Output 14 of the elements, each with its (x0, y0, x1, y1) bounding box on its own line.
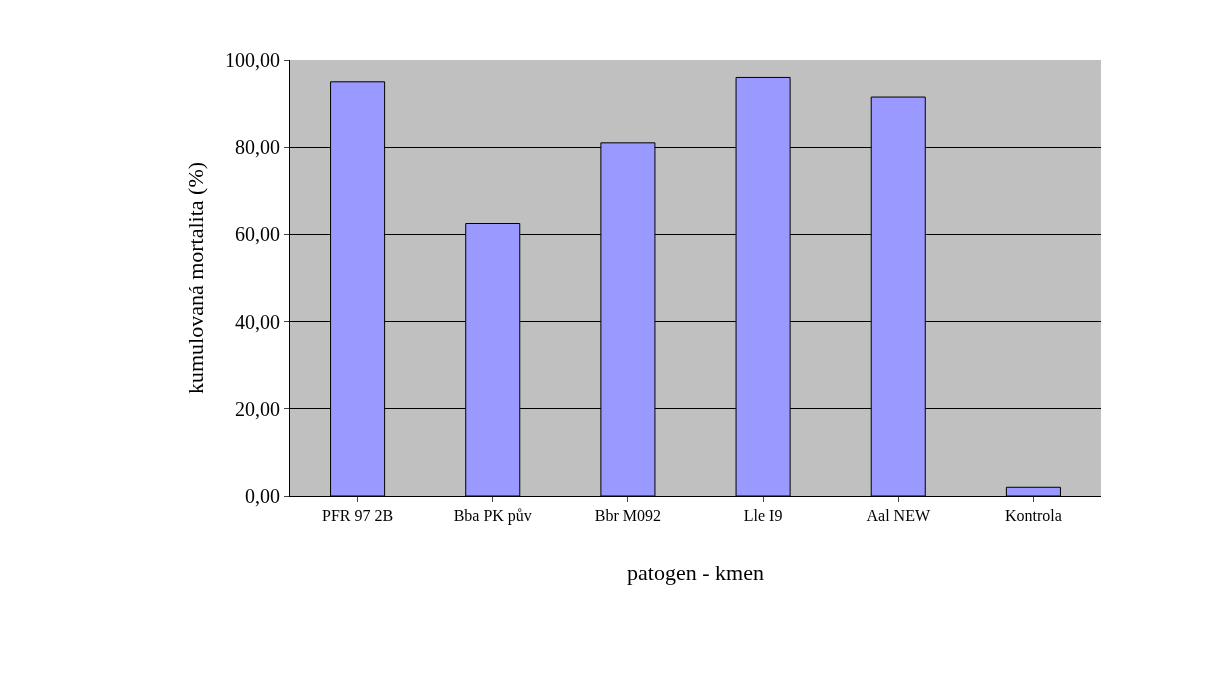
x-tick-label: Bba PK pův (453, 507, 532, 526)
y-tick-label: 60,00 (235, 223, 280, 246)
y-tick-label: 80,00 (235, 136, 280, 159)
x-tick-label: PFR 97 2B (322, 507, 394, 525)
x-tick-label: Kontrola (1004, 507, 1062, 525)
x-tick-label: Bbr M092 (594, 507, 662, 525)
x-tick-label: Lle I9 (743, 507, 783, 525)
y-tick-label: 0,00 (245, 485, 280, 507)
y-tick-label: 20,00 (235, 397, 280, 420)
y-tick-label: 40,00 (235, 310, 280, 333)
y-tick-label: 100,00 (225, 49, 280, 71)
x-axis-title: patogen - kmen (627, 560, 764, 586)
y-axis-title: kumulovaná mortalita (%) (182, 161, 208, 395)
x-tick-label: Aal NEW (866, 507, 931, 525)
